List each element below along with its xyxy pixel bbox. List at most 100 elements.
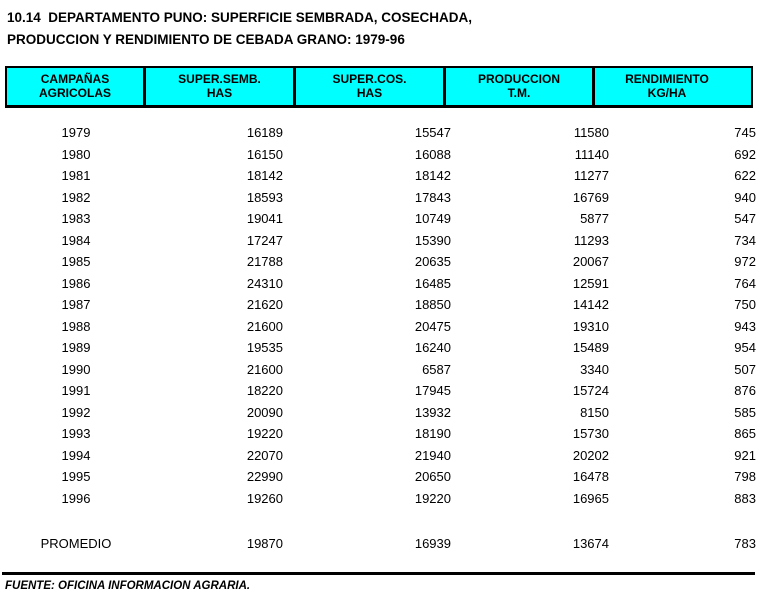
- row-label-cell: 1985: [61, 254, 91, 270]
- column-header-line2: T.M.: [507, 86, 531, 100]
- value-cell: 764: [734, 275, 756, 291]
- value-cell: 19220: [414, 490, 451, 506]
- row-label-cell: 1994: [61, 447, 91, 463]
- column-header-super-cos: SUPER.COS. HAS: [296, 68, 446, 105]
- table-row: 1986 24310 16485 12591 764: [5, 273, 756, 295]
- value-cell: 21600: [246, 318, 283, 334]
- table-row: 1987 21620 18850 14142 750: [5, 294, 756, 316]
- value-cell: 14142: [572, 297, 609, 313]
- table-row: 1982 18593 17843 16769 940: [5, 187, 756, 209]
- value-cell: 20067: [572, 254, 609, 270]
- value-cell: 13674: [572, 536, 609, 552]
- value-cell: 940: [734, 189, 756, 205]
- value-cell: 692: [734, 146, 756, 162]
- value-cell: 16478: [572, 469, 609, 485]
- value-cell: 21940: [414, 447, 451, 463]
- value-cell: 12591: [572, 275, 609, 291]
- value-cell: 22990: [246, 469, 283, 485]
- value-cell: 865: [734, 426, 756, 442]
- value-cell: 876: [734, 383, 756, 399]
- value-cell: 24310: [246, 275, 283, 291]
- value-cell: 20650: [414, 469, 451, 485]
- table-header: CAMPAÑAS AGRICOLAS SUPER.SEMB. HAS SUPER…: [5, 66, 753, 108]
- value-cell: 750: [734, 297, 756, 313]
- table-row: 1981 18142 18142 11277 622: [5, 165, 756, 187]
- value-cell: 943: [734, 318, 756, 334]
- column-header-line1: RENDIMIENTO: [625, 72, 709, 86]
- value-cell: 19041: [246, 211, 283, 227]
- value-cell: 16769: [572, 189, 609, 205]
- row-label-cell: 1979: [61, 125, 91, 141]
- column-header-line2: HAS: [356, 86, 383, 100]
- value-cell: 20090: [246, 404, 283, 420]
- column-header-line1: SUPER.SEMB.: [178, 72, 261, 86]
- table-row: 1992 20090 13932 8150 585: [5, 402, 756, 424]
- value-cell: 15547: [414, 125, 451, 141]
- value-cell: 3340: [580, 361, 609, 377]
- row-label-cell: 1995: [61, 469, 91, 485]
- value-cell: 15489: [572, 340, 609, 356]
- value-cell: 19535: [246, 340, 283, 356]
- row-label-cell: 1981: [61, 168, 91, 184]
- table-row: 1995 22990 20650 16478 798: [5, 466, 756, 488]
- row-label-cell: 1992: [61, 404, 91, 420]
- row-label-cell: 1984: [61, 232, 91, 248]
- table-row: 1993 19220 18190 15730 865: [5, 423, 756, 445]
- value-cell: 15730: [572, 426, 609, 442]
- value-cell: 19220: [246, 426, 283, 442]
- value-cell: 798: [734, 469, 756, 485]
- value-cell: 15724: [572, 383, 609, 399]
- value-cell: 6587: [422, 361, 451, 377]
- table-row: 1990 21600 6587 3340 507: [5, 359, 756, 381]
- table-row: 1996 19260 19220 16965 883: [5, 488, 756, 510]
- value-cell: 17843: [414, 189, 451, 205]
- value-cell: 734: [734, 232, 756, 248]
- value-cell: 783: [734, 536, 756, 552]
- value-cell: 16240: [414, 340, 451, 356]
- row-label-cell: 1983: [61, 211, 91, 227]
- row-label-cell: 1989: [61, 340, 91, 356]
- value-cell: 18142: [246, 168, 283, 184]
- value-cell: 21620: [246, 297, 283, 313]
- value-cell: 8150: [580, 404, 609, 420]
- value-cell: 585: [734, 404, 756, 420]
- value-cell: 11277: [573, 168, 609, 184]
- value-cell: 19870: [246, 536, 283, 552]
- value-cell: 19260: [246, 490, 283, 506]
- value-cell: 547: [734, 211, 756, 227]
- column-header-line1: SUPER.COS.: [332, 72, 407, 86]
- column-header-line1: PRODUCCION: [477, 72, 560, 86]
- value-cell: 18593: [246, 189, 283, 205]
- document-title: 10.14 DEPARTAMENTO PUNO: SUPERFICIE SEMB…: [7, 7, 472, 51]
- value-cell: 5877: [580, 211, 609, 227]
- value-cell: 622: [734, 168, 756, 184]
- value-cell: 15390: [414, 232, 451, 248]
- value-cell: 16088: [414, 146, 451, 162]
- row-label-cell: 1991: [61, 383, 91, 399]
- value-cell: 16485: [414, 275, 451, 291]
- value-cell: 972: [734, 254, 756, 270]
- value-cell: 16189: [246, 125, 283, 141]
- column-header-line1: CAMPAÑAS: [40, 72, 110, 86]
- value-cell: 20202: [572, 447, 609, 463]
- value-cell: 507: [734, 361, 756, 377]
- table-row: 1980 16150 16088 11140 692: [5, 144, 756, 166]
- row-label-cell: 1996: [61, 490, 91, 506]
- table-row: 1994 22070 21940 20202 921: [5, 445, 756, 467]
- value-cell: 20635: [414, 254, 451, 270]
- value-cell: 16939: [414, 536, 451, 552]
- value-cell: 21788: [246, 254, 283, 270]
- column-header-line2: KG/HA: [647, 86, 687, 100]
- footer-divider: [2, 572, 755, 575]
- value-cell: 19310: [572, 318, 609, 334]
- title-line-1: 10.14 DEPARTAMENTO PUNO: SUPERFICIE SEMB…: [7, 10, 473, 25]
- table-body: 1979 16189 15547 11580 745 1980 16150 16088 1114…: [5, 122, 756, 555]
- row-label-cell: 1982: [61, 189, 91, 205]
- value-cell: 17945: [414, 383, 451, 399]
- title-line-2: PRODUCCION Y RENDIMIENTO DE CEBADA GRANO…: [7, 32, 405, 47]
- table-row: 1988 21600 20475 19310 943: [5, 316, 756, 338]
- value-cell: 18142: [414, 168, 451, 184]
- table-row: 1989 19535 16240 15489 954: [5, 337, 756, 359]
- value-cell: 11580: [573, 125, 609, 141]
